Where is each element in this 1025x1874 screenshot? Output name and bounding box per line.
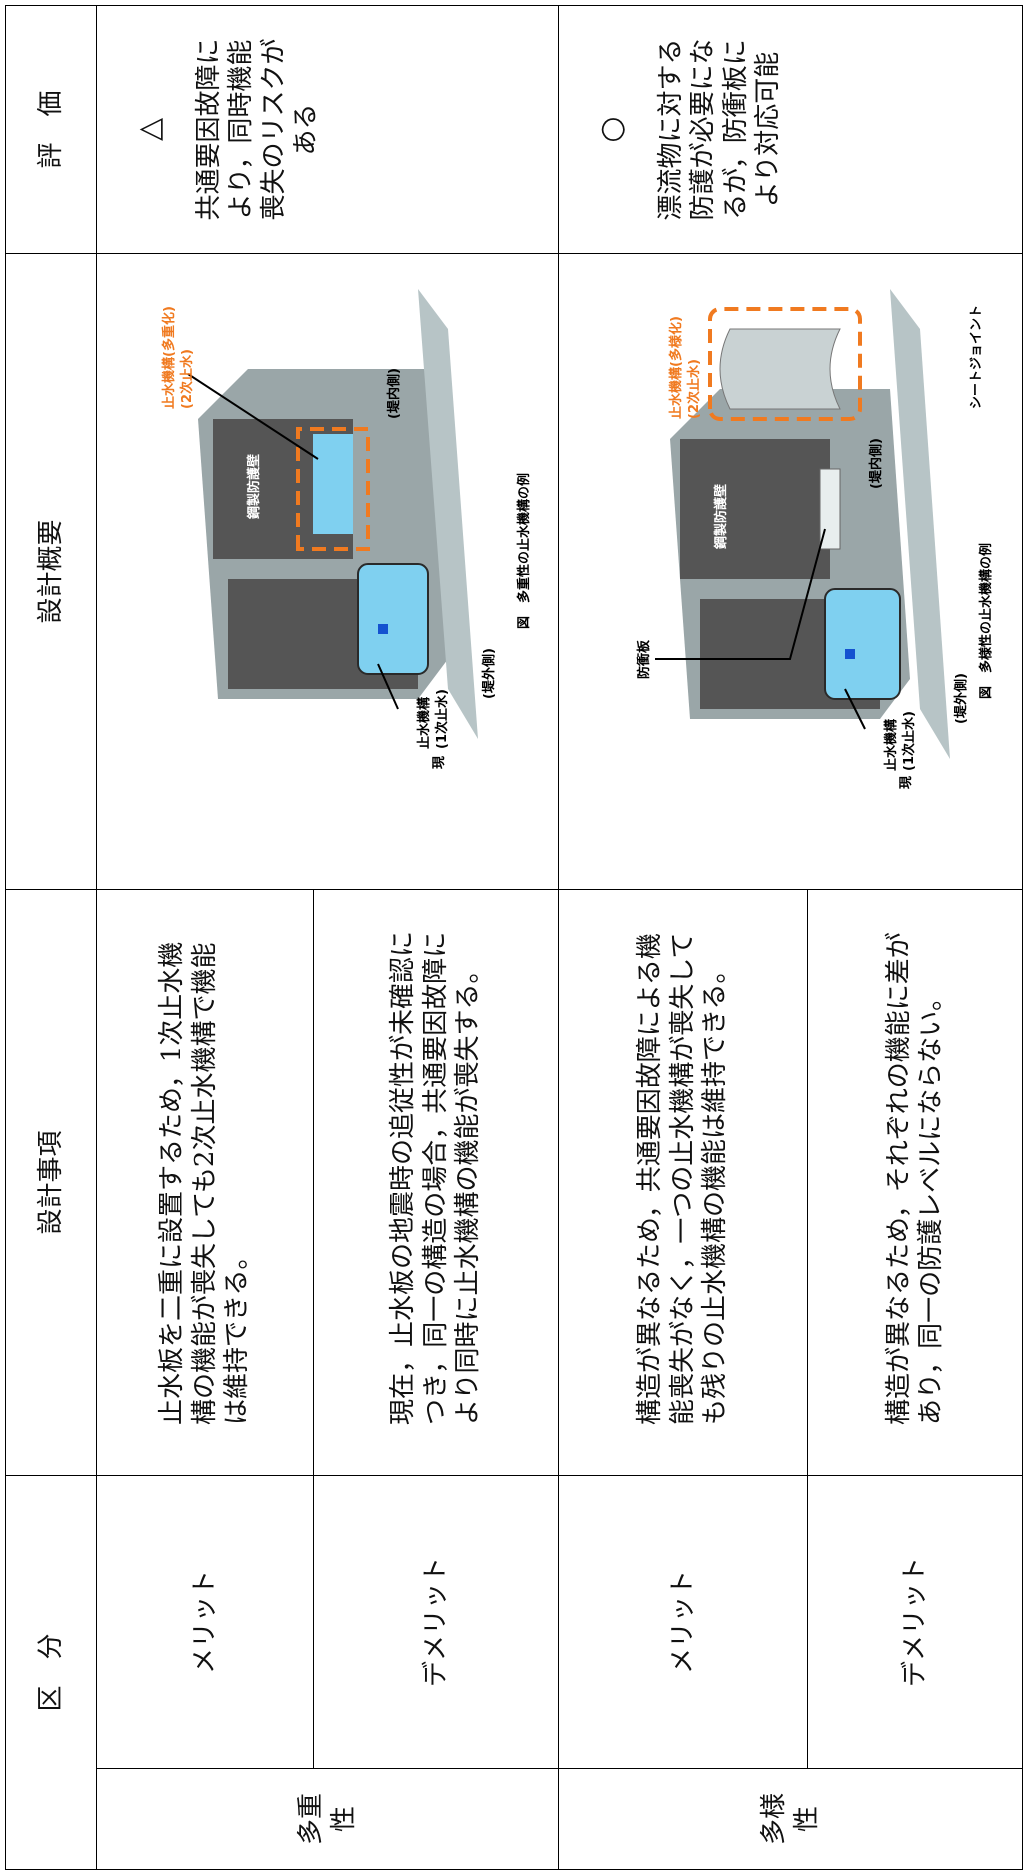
- label: 鋼製防護壁: [246, 454, 262, 520]
- label: (堤外側): [953, 673, 969, 724]
- dashed-box: [295, 427, 370, 551]
- label: 止水機構: [416, 697, 432, 749]
- leader: [654, 528, 826, 660]
- header-evaluation: 評 価: [5, 5, 97, 254]
- label: (堤外側): [481, 648, 497, 699]
- header-design-overview: 設計概要: [5, 253, 97, 890]
- merit-text: 止水板を二重に設置するため，1次止水機構の機能が喪失しても2次止水機構で機能は維…: [96, 889, 314, 1476]
- merit-label: メリット: [558, 1475, 808, 1769]
- evaluation-symbol: ○: [594, 116, 629, 143]
- figure: 現 止水機構 (1次止水) (堤外側) 防衝板 鋼製防護壁 止水機構(多様化) …: [636, 289, 994, 789]
- label: シートジョイント: [969, 305, 984, 409]
- group: 多様性: [558, 1768, 1023, 1870]
- demerit-label: デメリット: [313, 1475, 559, 1769]
- label: 現: [432, 756, 447, 769]
- merit-text: 構造が異なるため，共通要因故障による機能喪失がなく，一つの止水機構が喪失しても残…: [558, 889, 808, 1476]
- leader: [186, 373, 319, 460]
- evaluation-text: 共通要因故障により，同時機能喪失のリスクがある: [193, 38, 322, 221]
- evaluation-cell: ○ 漂流物に対する防護が必要になるが，防衝板により対応可能: [558, 5, 1023, 254]
- label: 防衝板: [636, 639, 652, 679]
- demerit-label: デメリット: [807, 1475, 1023, 1769]
- label: 止水機構: [883, 719, 899, 771]
- label: 止水機構(多重化): [161, 306, 177, 409]
- leader: [843, 688, 866, 730]
- seal: [377, 624, 388, 634]
- wall: [679, 439, 830, 579]
- caption: 図 多様性の止水機構の例: [978, 543, 994, 699]
- water: [823, 588, 901, 700]
- sheet-joint: [719, 328, 841, 410]
- group: 多重性: [96, 1768, 559, 1870]
- label: (2次止水): [179, 349, 195, 409]
- seal: [844, 649, 855, 659]
- label: 止水機構(多様化): [668, 316, 684, 419]
- label: (堤内側): [386, 368, 402, 419]
- header-category: 区 分: [5, 1475, 97, 1870]
- dashed-box: [707, 307, 862, 421]
- evaluation-text: 漂流物に対する防護が必要になるが，防衝板により対応可能: [655, 38, 784, 221]
- caption: 図 多重性の止水機構の例: [516, 473, 532, 629]
- base: [417, 289, 478, 739]
- figure-cell: 現 止水機構 (1次止水) (堤外側) 止水機構(多重化) (2次止水) 鋼製防…: [96, 253, 559, 890]
- base: [889, 289, 950, 759]
- header-design-items: 設計事項: [5, 889, 97, 1476]
- label: (1次止水): [901, 711, 917, 771]
- label: (1次止水): [434, 689, 450, 749]
- label: (2次止水): [686, 359, 702, 419]
- figure-cell: 現 止水機構 (1次止水) (堤外側) 防衝板 鋼製防護壁 止水機構(多様化) …: [558, 253, 1023, 890]
- label: (堤内側): [868, 438, 884, 489]
- leader: [376, 663, 399, 710]
- label: 鋼製防護壁: [713, 484, 729, 550]
- demerit-text: 構造が異なるため，それぞれの機能に差があり，同一の防護レベルにならない。: [807, 889, 1023, 1476]
- demerit-text: 現在，止水板の地震時の追従性が未確認につき，同一の構造の場合，共通要因故障により…: [313, 889, 559, 1476]
- figure: 現 止水機構 (1次止水) (堤外側) 止水機構(多重化) (2次止水) 鋼製防…: [161, 289, 532, 769]
- label: 現: [899, 776, 914, 789]
- water: [312, 434, 353, 534]
- water: [356, 563, 429, 675]
- evaluation-symbol: △: [132, 117, 167, 142]
- merit-label: メリット: [96, 1475, 314, 1769]
- evaluation-cell: △ 共通要因故障により，同時機能喪失のリスクがある: [96, 5, 559, 254]
